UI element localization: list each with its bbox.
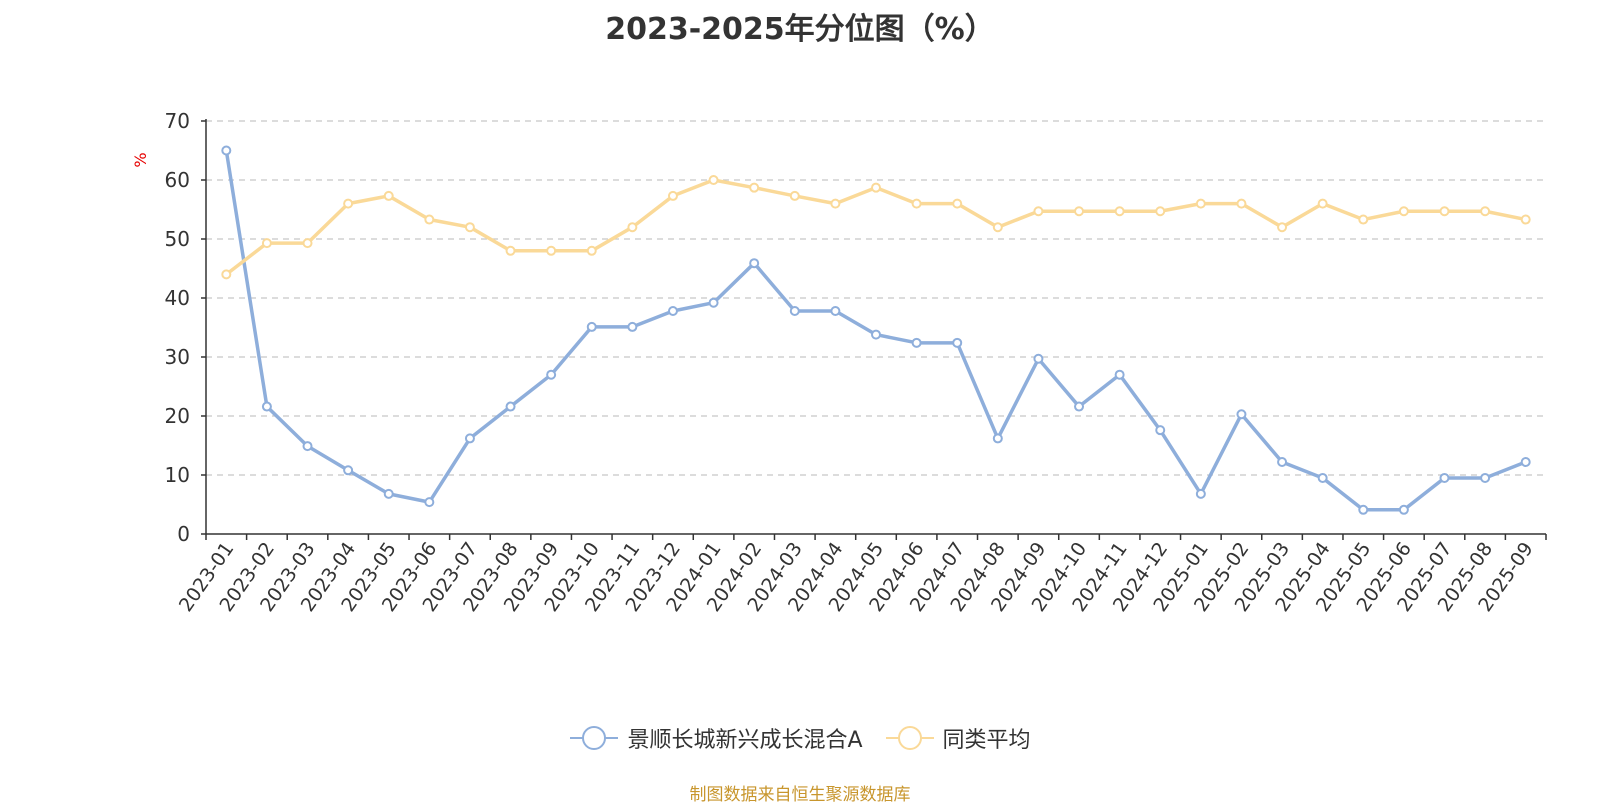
data-point-series-1-2023-02 <box>261 401 272 412</box>
legend-item-series-1[interactable]: 景顺长城新兴成长混合A <box>569 722 863 754</box>
y-tick-label-0: 0 <box>177 522 190 546</box>
data-point-series-1-2023-12 <box>667 305 678 316</box>
data-point-series-1-2024-06 <box>911 337 922 348</box>
data-point-series-2-2024-01 <box>708 175 719 185</box>
data-point-series-1-2024-01 <box>708 297 719 308</box>
chart-title: 2023-2025年分位图（%） <box>605 12 995 47</box>
data-point-series-2-2023-03 <box>302 238 313 249</box>
data-point-series-2-2025-02 <box>1236 198 1247 209</box>
data-point-series-2-2024-08 <box>992 222 1003 233</box>
data-point-series-2-2024-02 <box>749 182 760 193</box>
legend: 景顺长城新兴成长混合A 同类平均 <box>0 722 1600 754</box>
data-point-series-1-2023-08 <box>505 401 516 412</box>
data-point-series-2-2023-04 <box>343 198 354 209</box>
data-point-series-1-2024-11 <box>1114 369 1125 380</box>
data-point-series-1-2023-09 <box>546 369 557 380</box>
data-point-series-1-2023-06 <box>424 497 435 508</box>
data-point-series-2-2024-07 <box>952 198 963 209</box>
data-point-series-1-2024-07 <box>952 337 963 348</box>
data-point-series-2-2023-09 <box>546 245 557 256</box>
data-point-series-2-2024-09 <box>1033 206 1044 217</box>
data-point-series-1-2025-04 <box>1317 472 1328 483</box>
data-point-series-2-2023-10 <box>586 245 597 256</box>
data-point-series-1-2025-06 <box>1398 504 1409 515</box>
data-point-series-1-2025-08 <box>1480 472 1491 483</box>
data-point-series-1-2023-01 <box>221 145 232 156</box>
y-tick-label-10: 10 <box>165 463 190 487</box>
y-tick-label-20: 20 <box>165 404 190 428</box>
data-point-series-2-2025-09 <box>1520 214 1531 225</box>
data-point-series-2-2024-12 <box>1155 206 1166 217</box>
data-point-series-1-2023-10 <box>586 321 597 332</box>
legend-item-series-2[interactable]: 同类平均 <box>885 722 1031 754</box>
data-point-series-1-2023-05 <box>383 488 394 499</box>
axes: 0102030405060702023-012023-022023-032023… <box>165 109 1547 616</box>
data-point-series-1-2025-02 <box>1236 409 1247 420</box>
legend-marker-series-1 <box>570 726 619 750</box>
legend-label-series-1: 景顺长城新兴成长混合A <box>627 728 863 753</box>
data-point-series-1-2024-12 <box>1155 425 1166 436</box>
data-point-series-2-2024-10 <box>1074 206 1085 217</box>
data-point-series-2-2025-07 <box>1439 206 1450 217</box>
series-points <box>221 145 1531 515</box>
series-line-2 <box>225 178 1527 276</box>
data-point-series-2-2023-11 <box>627 222 638 233</box>
y-tick-label-40: 40 <box>165 286 190 310</box>
y-tick-label-50: 50 <box>165 227 190 251</box>
data-point-series-1-2024-04 <box>830 305 841 316</box>
data-point-series-2-2025-04 <box>1317 198 1328 209</box>
data-point-series-2-2023-12 <box>667 190 678 201</box>
data-point-series-1-2024-03 <box>789 305 800 316</box>
grid-lines <box>206 120 1546 476</box>
data-point-series-2-2025-08 <box>1480 206 1491 217</box>
data-point-series-1-2025-05 <box>1358 504 1369 515</box>
data-point-series-2-2025-05 <box>1358 214 1369 225</box>
data-point-series-2-2024-03 <box>789 190 800 201</box>
data-point-series-1-2025-07 <box>1439 472 1450 483</box>
data-point-series-2-2023-02 <box>261 238 272 249</box>
data-point-series-2-2024-05 <box>871 182 881 193</box>
y-tick-label-30: 30 <box>165 345 190 369</box>
data-point-series-1-2023-03 <box>302 441 313 452</box>
data-point-series-1-2023-04 <box>343 465 354 476</box>
legend-label-series-2: 同类平均 <box>942 728 1031 753</box>
data-point-series-2-2023-05 <box>383 190 394 201</box>
legend-marker-series-2 <box>885 726 934 750</box>
data-point-series-2-2023-07 <box>464 222 475 233</box>
source-note: 制图数据来自恒生聚源数据库 <box>689 785 911 805</box>
y-tick-label-70: 70 <box>165 109 190 133</box>
data-point-series-1-2024-09 <box>1033 353 1044 364</box>
data-point-series-2-2024-11 <box>1114 206 1125 217</box>
data-point-series-2-2024-06 <box>911 198 922 209</box>
data-point-series-2-2023-08 <box>505 245 516 256</box>
y-axis-unit: % <box>131 152 150 167</box>
data-point-series-2-2025-03 <box>1277 222 1288 233</box>
data-point-series-1-2024-02 <box>749 258 760 269</box>
data-point-series-1-2025-01 <box>1195 488 1206 499</box>
y-tick-label-60: 60 <box>165 168 190 192</box>
data-point-series-1-2023-11 <box>627 321 638 332</box>
data-point-series-2-2025-01 <box>1195 198 1206 209</box>
data-point-series-1-2024-05 <box>871 329 881 340</box>
data-point-series-1-2025-09 <box>1520 457 1531 468</box>
data-point-series-1-2024-08 <box>992 433 1003 444</box>
data-point-series-1-2025-03 <box>1277 457 1288 468</box>
data-point-series-1-2024-10 <box>1074 401 1085 412</box>
data-point-series-2-2024-04 <box>830 198 841 209</box>
data-point-series-1-2023-07 <box>464 433 475 444</box>
data-point-series-2-2023-01 <box>221 269 232 280</box>
data-point-series-2-2025-06 <box>1398 206 1409 217</box>
data-point-series-2-2023-06 <box>424 214 435 225</box>
